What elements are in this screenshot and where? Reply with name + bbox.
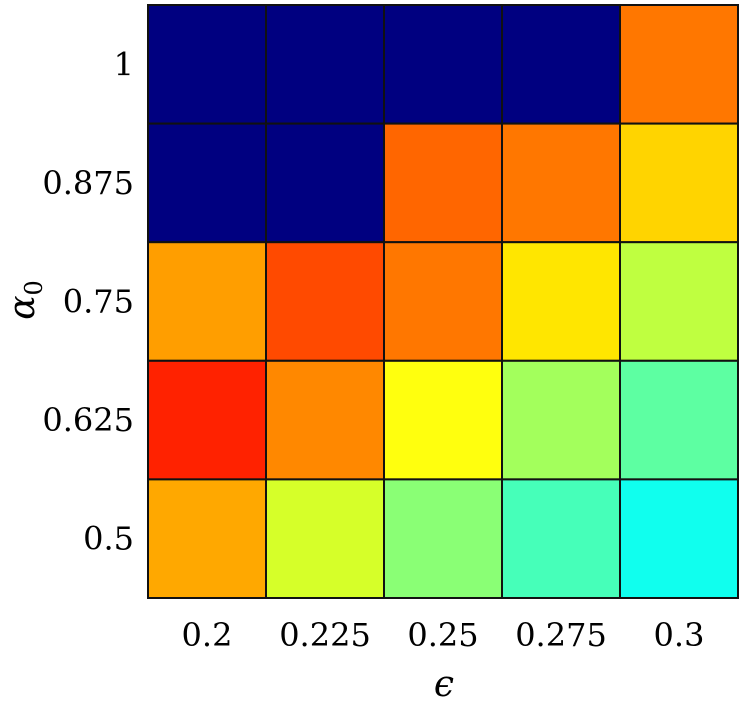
x-tick-label: 0.225 [279, 616, 371, 654]
y-tick-label: 0.875 [42, 164, 134, 202]
heatmap-cell [619, 359, 739, 481]
heatmap-cell [501, 122, 621, 244]
heatmap-cell [147, 478, 267, 599]
heatmap-cell [619, 478, 739, 599]
heatmap-cell [147, 4, 267, 125]
heatmap-cell [147, 122, 267, 244]
heatmap-cell [265, 122, 385, 244]
y-axis-label-subscript: 0 [20, 280, 48, 295]
heatmap-cell [383, 4, 503, 125]
y-axis-label-base: α [2, 295, 43, 319]
y-tick-label: 1 [114, 45, 134, 83]
heatmap-cell [147, 359, 267, 481]
heatmap-cell [265, 241, 385, 362]
heatmap-cell [147, 241, 267, 362]
heatmap-cell [265, 359, 385, 481]
heatmap-cells [147, 4, 739, 599]
y-axis-label: α0 [2, 280, 48, 320]
y-tick-label: 0.75 [63, 283, 134, 321]
x-axis-label: ϵ [434, 664, 454, 702]
x-tick-labels: 0.2 0.225 0.25 0.275 0.3 [182, 616, 705, 654]
heatmap-cell [501, 4, 621, 125]
heatmap-cell [619, 241, 739, 362]
x-tick-label: 0.2 [182, 616, 233, 654]
heatmap-cell [383, 359, 503, 481]
x-tick-label: 0.3 [654, 616, 705, 654]
heatmap-cell [619, 4, 739, 125]
heatmap-cell [501, 478, 621, 599]
heatmap-cell [383, 122, 503, 244]
x-tick-label: 0.25 [407, 616, 478, 654]
heatmap-cell [265, 478, 385, 599]
heatmap-cell [265, 4, 385, 125]
y-tick-label: 0.5 [83, 520, 134, 558]
heatmap-cell [619, 122, 739, 244]
y-tick-labels: 0.5 0.625 0.75 0.875 1 [42, 45, 134, 557]
heatmap-cell [501, 241, 621, 362]
heatmap-cell [383, 478, 503, 599]
heatmap-cell [501, 359, 621, 481]
heatmap-cell [383, 241, 503, 362]
y-tick-label: 0.625 [42, 401, 134, 439]
x-tick-label: 0.275 [515, 616, 607, 654]
